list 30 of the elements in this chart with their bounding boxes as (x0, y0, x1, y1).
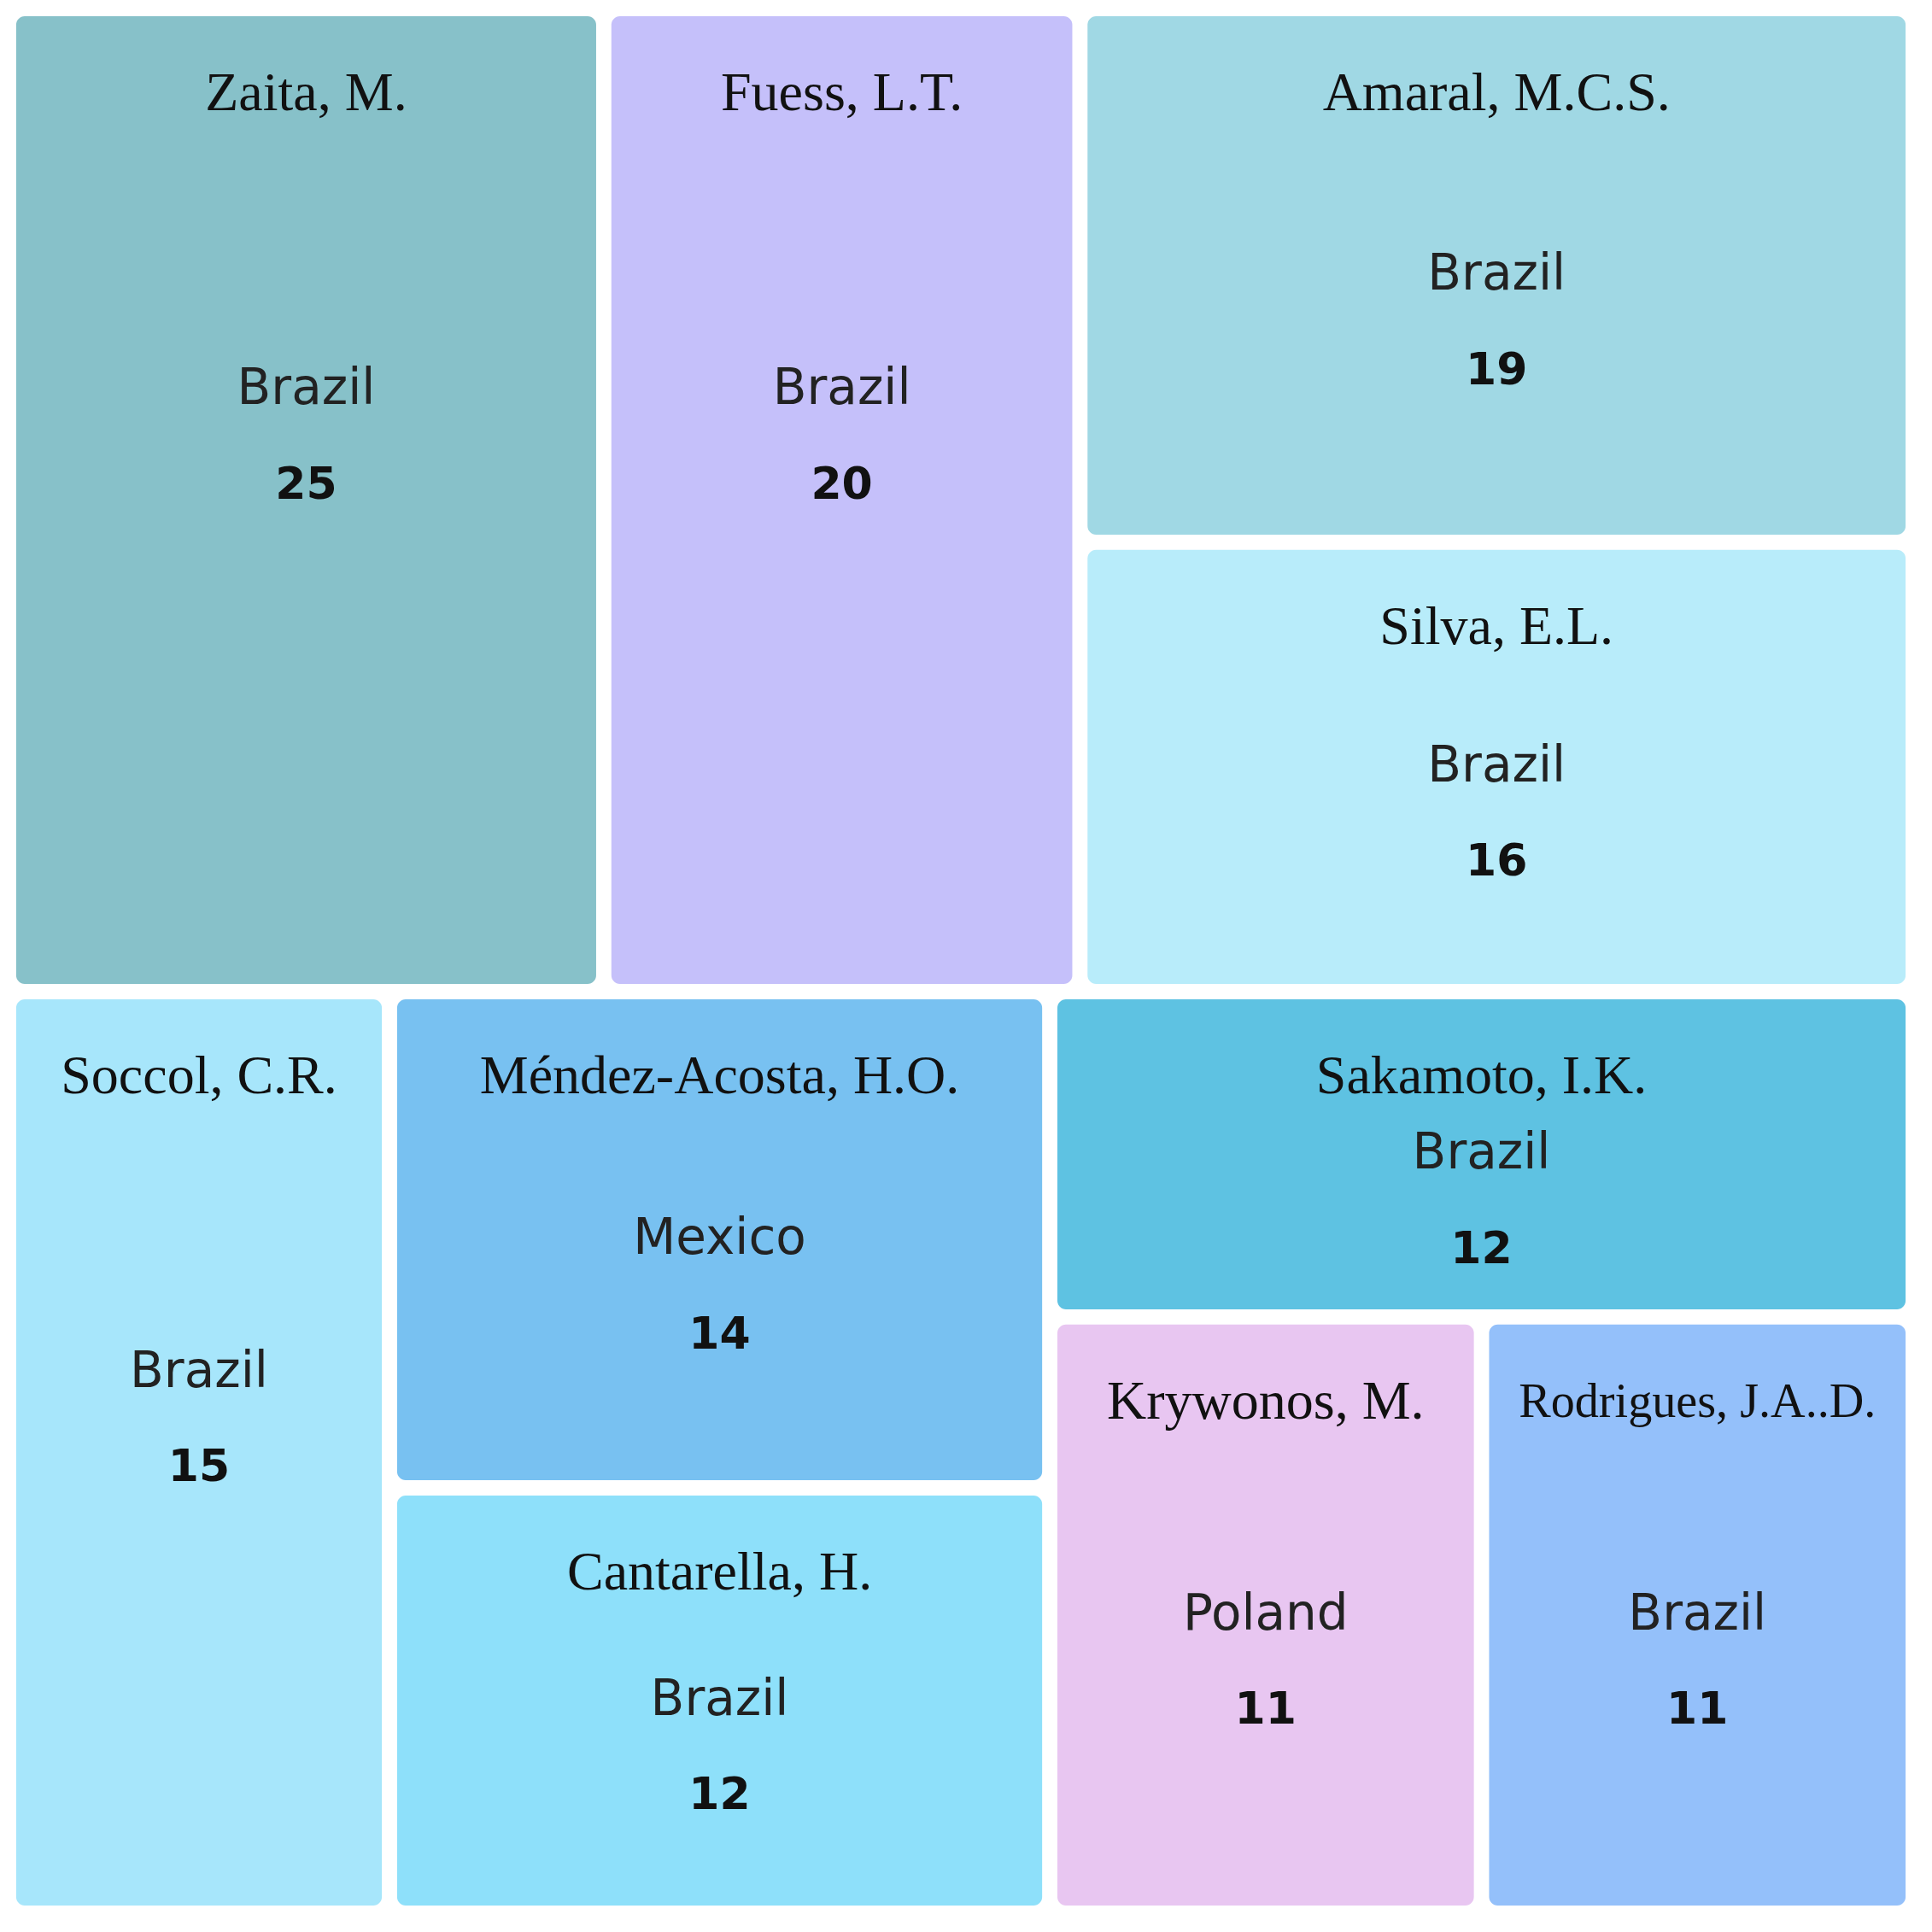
data-label: 11 (1234, 1683, 1297, 1735)
text: Brazil (1427, 735, 1566, 793)
data-label: 11 (1666, 1683, 1729, 1735)
data-label: 12 (1450, 1221, 1513, 1273)
data-label: 14 (688, 1307, 751, 1359)
text: Mexico (633, 1208, 806, 1267)
category-label: Zaita, M. (205, 61, 407, 123)
category-label: Rodrigues, J.A..D. (1519, 1374, 1876, 1428)
category-label: Sakamoto, I.K. (1315, 1045, 1648, 1106)
text: Brazil (1412, 1122, 1551, 1181)
text: Poland (1182, 1583, 1349, 1642)
text: Brazil (1427, 243, 1566, 302)
data-label: 25 (275, 457, 337, 509)
data-label: 16 (1466, 834, 1528, 887)
data-label: 12 (688, 1768, 751, 1820)
category-label: Soccol, C.R. (61, 1045, 337, 1106)
text: Brazil (237, 358, 376, 416)
text: Brazil (772, 358, 911, 416)
category-label: Silva, E.L. (1379, 595, 1614, 657)
data-label: 19 (1466, 342, 1528, 395)
category-label: Cantarella, H. (566, 1541, 873, 1602)
data-label: 15 (167, 1440, 231, 1492)
data-label: 20 (811, 457, 873, 509)
category-label: Krywonos, M. (1107, 1370, 1425, 1431)
category-label: Amaral, M.C.S. (1322, 61, 1671, 123)
category-label: Fuess, L.T. (721, 61, 963, 123)
text: Brazil (650, 1668, 789, 1727)
text: Brazil (1628, 1583, 1767, 1642)
category-label: Méndez-Acosta, H.O. (479, 1045, 960, 1106)
text: Brazil (130, 1340, 268, 1399)
